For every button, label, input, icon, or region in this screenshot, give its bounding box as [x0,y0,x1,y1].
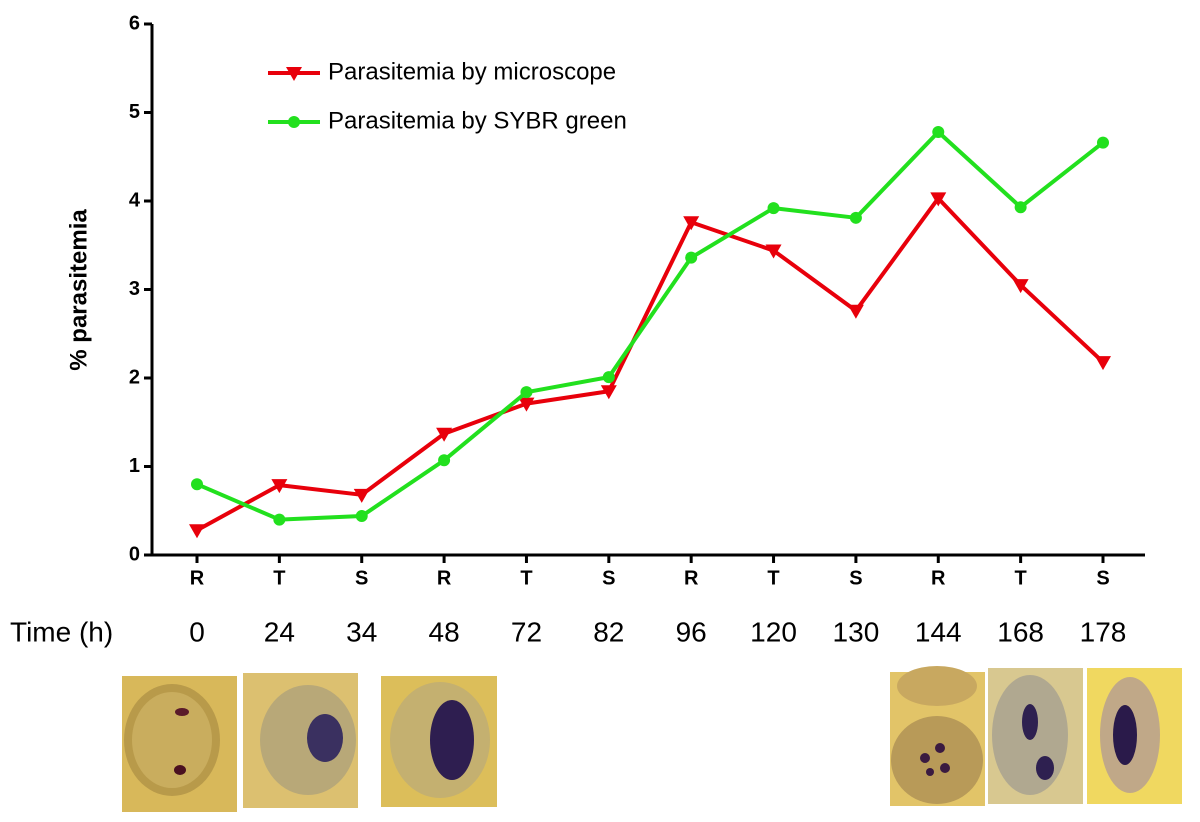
point [932,125,945,138]
time-tick-label: 178 [1080,616,1127,647]
point [767,202,780,215]
y-tick-label: 3 [129,278,140,300]
point [683,216,700,231]
point [353,488,370,503]
time-tick-label: 34 [346,616,377,647]
point [1014,201,1027,214]
y-tick-label: 6 [129,12,140,34]
point [602,371,615,384]
point [600,385,617,400]
point [847,304,864,319]
point [191,478,203,491]
point [286,67,302,81]
legend-label: Parasitemia by microscope [328,58,616,85]
time-tick-label: 72 [511,616,542,647]
point [849,211,862,224]
time-tick-label: 96 [676,616,707,647]
legend-label: Parasitemia by SYBR green [328,107,627,134]
point [518,397,535,412]
series-line [196,129,1105,522]
time-tick-label: 82 [593,616,624,647]
x-tick-label: S [602,567,615,589]
y-tick-label: 2 [129,366,140,388]
time-label: Time (h) [10,616,113,647]
point [189,524,205,539]
point [765,244,782,259]
point [273,513,286,526]
time-tick-label: 130 [833,616,880,647]
x-tick-label: S [849,567,862,589]
time-tick-label: 24 [264,616,295,647]
y-tick-label: 1 [129,455,140,477]
point [1097,136,1109,149]
point [355,510,368,523]
x-tick-label: S [1096,567,1109,589]
point [271,479,288,494]
point [1012,279,1029,294]
point [436,427,453,442]
point [520,386,533,399]
x-tick-label: R [437,567,452,589]
y-tick-label: 4 [129,189,141,211]
x-tick-label: T [520,567,532,589]
y-tick-label: 5 [129,101,140,123]
time-tick-label: 0 [189,616,205,647]
x-tick-label: T [273,567,285,589]
point [930,192,947,207]
point [438,454,451,467]
series-line [196,196,1105,532]
y-tick-label: 0 [129,543,140,565]
y-axis-label: % parasitemia [65,209,92,371]
x-tick-label: T [1015,567,1027,589]
x-tick-label: R [684,567,699,589]
x-tick-label: S [355,567,368,589]
time-tick-label: 120 [750,616,797,647]
time-tick-label: 48 [429,616,460,647]
point [685,251,698,264]
time-tick-label: 144 [915,616,962,647]
point [1095,356,1111,371]
point [288,116,300,128]
micrographs [122,666,1182,812]
x-tick-label: R [931,567,946,589]
x-tick-label: R [190,567,205,589]
x-tick-label: T [767,567,779,589]
time-tick-label: 168 [997,616,1044,647]
